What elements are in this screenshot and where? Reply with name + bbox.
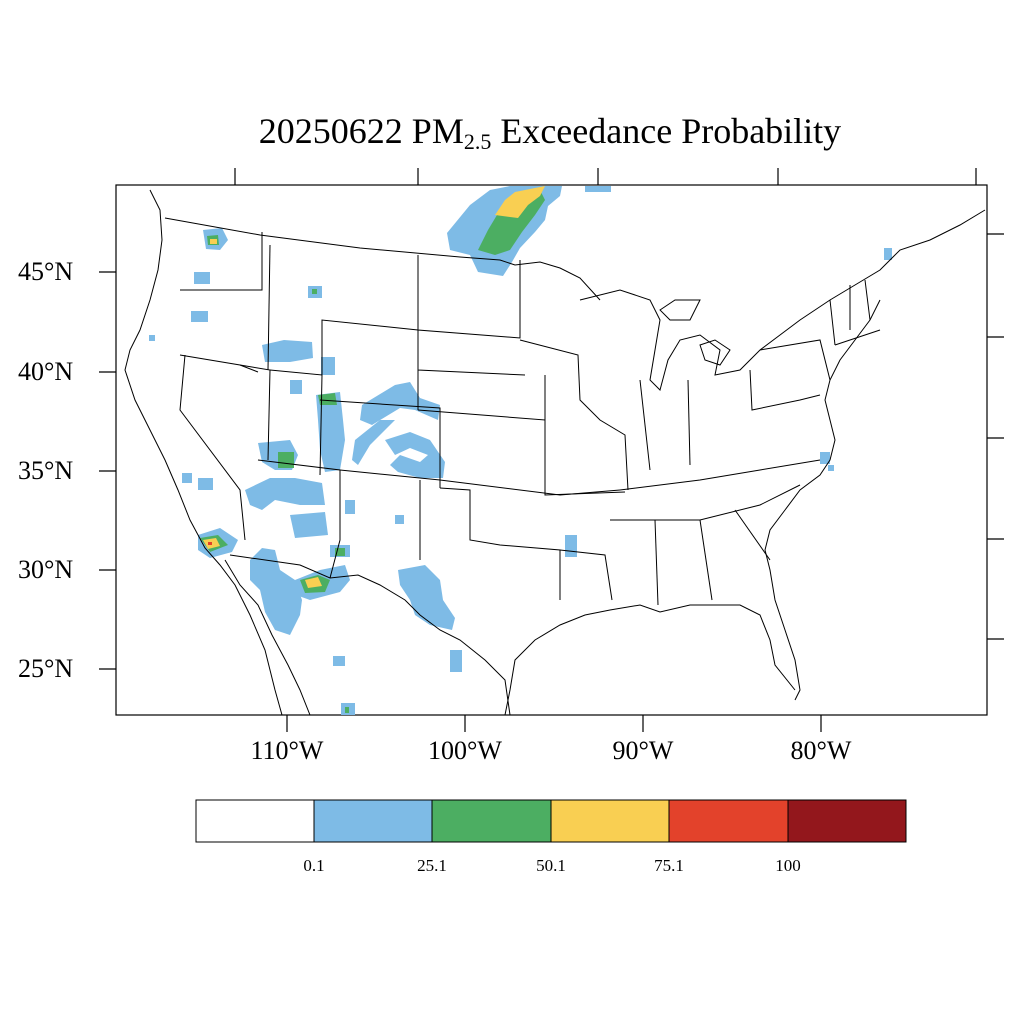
lon-label: 80°W xyxy=(790,736,852,765)
colorbar-bin-2 xyxy=(431,799,552,843)
bottom-ticks xyxy=(286,715,822,732)
left-ticks xyxy=(99,271,116,670)
probability-shading xyxy=(149,186,892,715)
title-prefix: 20250622 PM xyxy=(258,111,464,151)
colorbar-label: 25.1 xyxy=(417,856,447,875)
title-suffix: Exceedance Probability xyxy=(491,111,842,151)
colorbar-bin-1 xyxy=(313,799,433,843)
lon-label: 110°W xyxy=(250,736,324,765)
lat-label: 35°N xyxy=(18,456,74,485)
colorbar-bin-4 xyxy=(668,799,789,843)
colorbar-bin-5 xyxy=(787,799,907,843)
top-ticks xyxy=(234,168,977,185)
colorbar xyxy=(195,799,907,843)
lon-label: 100°W xyxy=(428,736,502,765)
lat-label: 45°N xyxy=(18,257,74,286)
lat-label: 25°N xyxy=(18,654,74,683)
colorbar-label: 0.1 xyxy=(303,856,325,875)
colorbar-label: 100 xyxy=(775,856,801,875)
colorbar-bin-0 xyxy=(195,799,315,843)
title-subscript: 2.5 xyxy=(463,129,492,154)
map-title: 20250622 PM2.5 Exceedance Probability xyxy=(0,110,1024,155)
map-lines xyxy=(124,189,986,715)
colorbar-label: 50.1 xyxy=(536,856,566,875)
lat-label: 40°N xyxy=(18,357,74,386)
colorbar-label: 75.1 xyxy=(654,856,684,875)
map-frame xyxy=(115,184,988,716)
right-ticks xyxy=(987,233,1004,640)
colorbar-bin-3 xyxy=(550,799,670,843)
lat-label: 30°N xyxy=(18,555,74,584)
lon-label: 90°W xyxy=(612,736,674,765)
west-coastline xyxy=(124,189,283,715)
